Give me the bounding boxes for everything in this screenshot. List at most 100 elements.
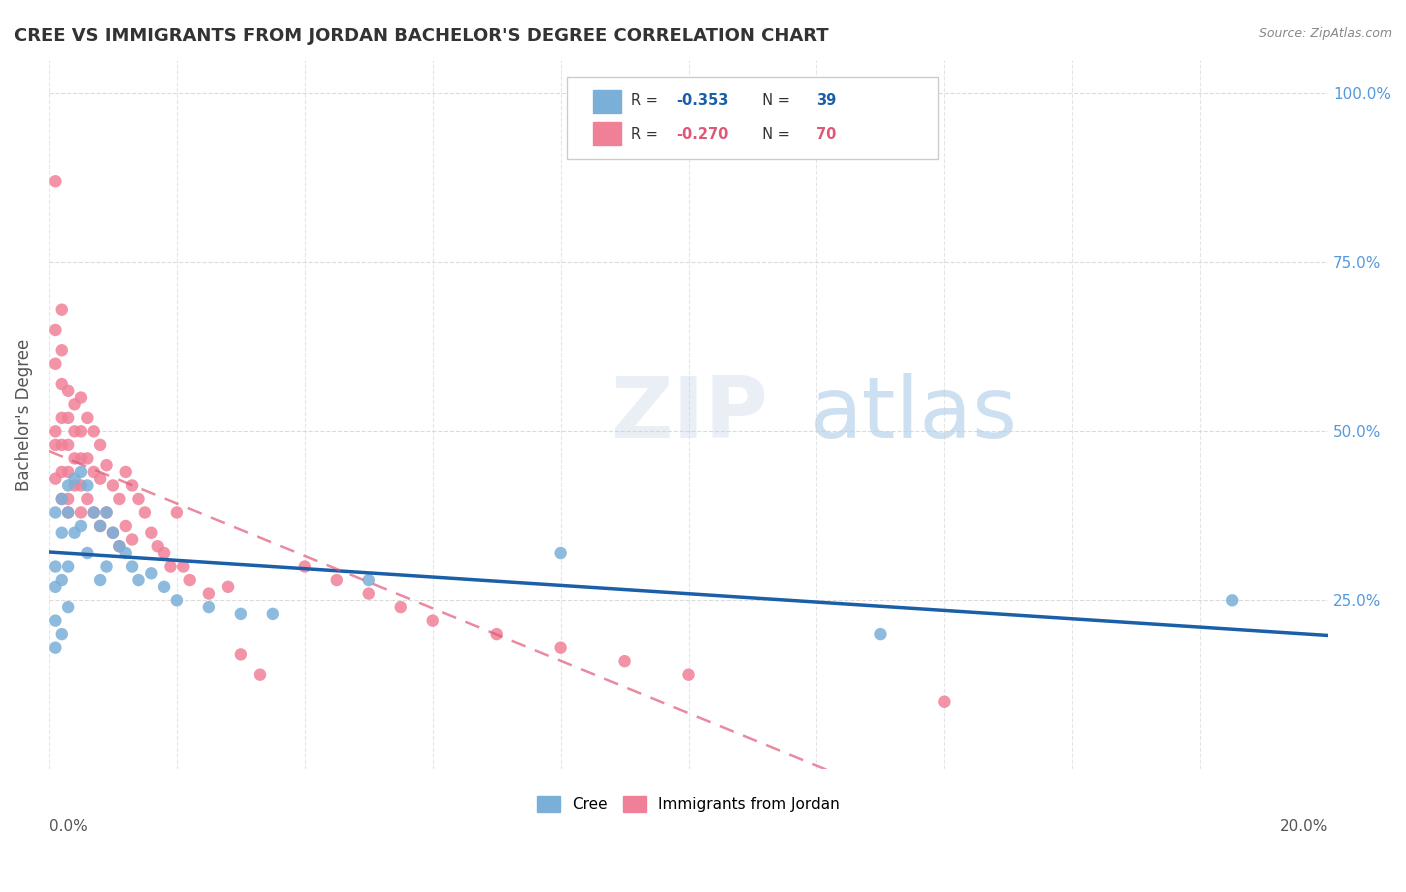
Point xyxy=(326,573,349,587)
Point xyxy=(101,478,124,492)
Point xyxy=(101,525,124,540)
FancyBboxPatch shape xyxy=(567,78,938,159)
Point xyxy=(51,410,73,425)
Point xyxy=(159,559,181,574)
FancyBboxPatch shape xyxy=(592,90,621,112)
Text: R =: R = xyxy=(631,94,662,108)
Point xyxy=(44,580,66,594)
Point xyxy=(108,539,131,553)
Text: 70: 70 xyxy=(817,127,837,142)
Point xyxy=(128,491,150,506)
Point xyxy=(51,627,73,641)
Text: 39: 39 xyxy=(817,94,837,108)
Point xyxy=(89,472,111,486)
Point xyxy=(141,566,163,581)
Point xyxy=(89,519,111,533)
Point xyxy=(96,506,118,520)
Point xyxy=(357,586,380,600)
Point xyxy=(89,519,111,533)
Point xyxy=(76,410,98,425)
Point xyxy=(51,438,73,452)
Point xyxy=(422,614,444,628)
Point xyxy=(51,465,73,479)
Point xyxy=(56,559,79,574)
Point xyxy=(550,640,572,655)
Point xyxy=(1220,593,1243,607)
Point xyxy=(76,491,98,506)
Point xyxy=(166,506,188,520)
Point xyxy=(70,506,93,520)
Point xyxy=(153,580,176,594)
Point xyxy=(44,559,66,574)
Point xyxy=(108,539,131,553)
Point xyxy=(389,600,412,615)
Point xyxy=(70,465,93,479)
Point xyxy=(63,397,86,411)
Point xyxy=(44,323,66,337)
Point xyxy=(56,438,79,452)
Point xyxy=(44,614,66,628)
Point xyxy=(56,491,79,506)
Point xyxy=(51,343,73,358)
Y-axis label: Bachelor's Degree: Bachelor's Degree xyxy=(15,338,32,491)
Point xyxy=(89,573,111,587)
Text: ZIP: ZIP xyxy=(610,373,768,456)
Point xyxy=(70,451,93,466)
Point xyxy=(121,478,143,492)
Point xyxy=(550,546,572,560)
Point xyxy=(101,525,124,540)
Text: CREE VS IMMIGRANTS FROM JORDAN BACHELOR'S DEGREE CORRELATION CHART: CREE VS IMMIGRANTS FROM JORDAN BACHELOR'… xyxy=(14,27,828,45)
Point xyxy=(179,573,201,587)
FancyBboxPatch shape xyxy=(592,122,621,145)
Point xyxy=(166,593,188,607)
Point xyxy=(198,586,221,600)
Point xyxy=(44,425,66,439)
Text: atlas: atlas xyxy=(810,373,1018,456)
Point xyxy=(613,654,636,668)
Point xyxy=(51,491,73,506)
Point xyxy=(485,627,508,641)
Point xyxy=(83,506,105,520)
Point xyxy=(108,491,131,506)
Point xyxy=(121,559,143,574)
Point xyxy=(76,451,98,466)
Text: -0.270: -0.270 xyxy=(676,127,728,142)
Point xyxy=(96,458,118,472)
Point xyxy=(83,506,105,520)
Point xyxy=(249,667,271,681)
Point xyxy=(96,506,118,520)
Point xyxy=(83,425,105,439)
Text: R =: R = xyxy=(631,127,662,142)
Text: N =: N = xyxy=(752,94,794,108)
Point xyxy=(141,525,163,540)
Text: -0.353: -0.353 xyxy=(676,94,728,108)
Point xyxy=(56,384,79,398)
Point xyxy=(56,478,79,492)
Point xyxy=(114,546,136,560)
Point xyxy=(114,519,136,533)
Point xyxy=(229,648,252,662)
Point xyxy=(44,174,66,188)
Point xyxy=(70,519,93,533)
Point xyxy=(70,391,93,405)
Point xyxy=(146,539,169,553)
Point xyxy=(63,425,86,439)
Point xyxy=(44,357,66,371)
Point xyxy=(198,600,221,615)
Point xyxy=(63,525,86,540)
Point xyxy=(83,465,105,479)
Point xyxy=(44,472,66,486)
Point xyxy=(114,465,136,479)
Point xyxy=(76,478,98,492)
Point xyxy=(70,478,93,492)
Point xyxy=(89,438,111,452)
Point xyxy=(63,478,86,492)
Point xyxy=(134,506,156,520)
Point xyxy=(172,559,194,574)
Point xyxy=(869,627,891,641)
Point xyxy=(76,546,98,560)
Point xyxy=(229,607,252,621)
Point xyxy=(51,302,73,317)
Text: N =: N = xyxy=(752,127,794,142)
Point xyxy=(934,695,956,709)
